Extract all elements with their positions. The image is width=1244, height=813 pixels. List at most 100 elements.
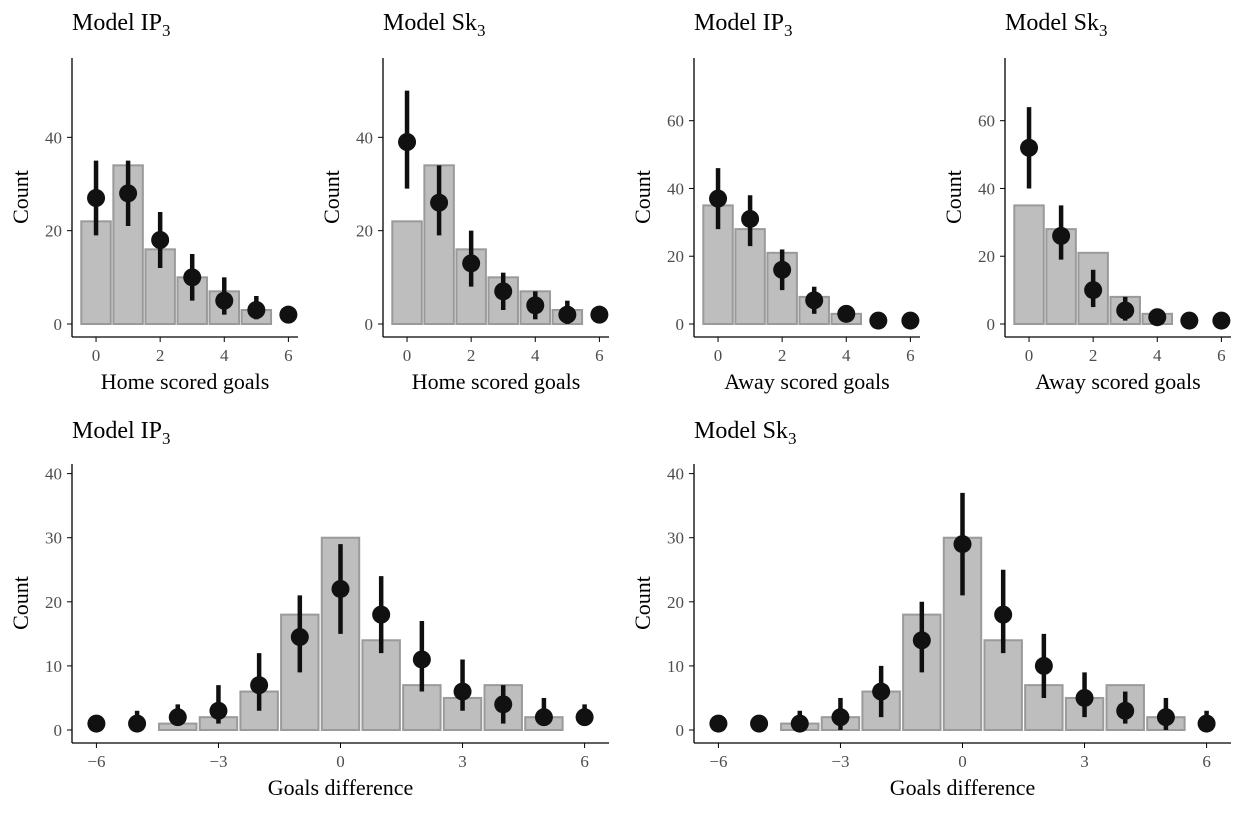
data-point	[790, 714, 809, 733]
y-axis-title: Count	[630, 170, 655, 224]
data-point	[151, 231, 170, 249]
bar	[361, 639, 401, 732]
panel-title-subscript: 3	[162, 21, 171, 40]
data-point	[805, 291, 824, 310]
panel-title-text: Model IP	[72, 418, 162, 444]
x-axis-title: Goals difference	[890, 775, 1036, 800]
panel-title: Model Sk3	[694, 418, 797, 448]
y-tick-label: 60	[667, 112, 684, 131]
y-tick-label: 40	[45, 465, 62, 484]
data-point	[215, 291, 234, 310]
panel-title-text: Model IP	[694, 10, 784, 36]
data-point	[430, 193, 449, 212]
chart-panel-3: Model IP3 0 20 40 60 0 2 4 6 Away scored goals Cou…	[630, 10, 920, 394]
x-tick-label: 6	[595, 346, 604, 365]
y-tick-label: 20	[356, 222, 373, 241]
data-point	[558, 305, 577, 324]
data-point	[209, 701, 228, 720]
x-tick-label: 4	[531, 346, 540, 365]
data-point	[87, 189, 106, 207]
data-point	[526, 296, 545, 315]
data-point	[119, 184, 138, 203]
y-tick-label: 40	[667, 465, 684, 484]
data-point	[1212, 311, 1231, 330]
panel-title: Model IP3	[72, 418, 171, 448]
y-tick-label: 40	[667, 179, 684, 198]
data-point	[590, 305, 609, 324]
y-tick-label: 10	[667, 657, 684, 676]
panel-title: Model Sk3	[383, 10, 486, 40]
data-point	[398, 133, 417, 151]
data-point	[372, 605, 391, 624]
chart-panel-4: Model Sk3 0 20 40 60 0 2 4 6 Away scored goals Cou…	[941, 10, 1231, 394]
data-point	[741, 209, 760, 228]
y-tick-label: 10	[45, 657, 62, 676]
y-axis-title: Count	[319, 170, 344, 224]
y-tick-label: 40	[356, 128, 373, 147]
x-tick-label: 0	[958, 752, 967, 771]
data-point	[128, 714, 147, 733]
data-point	[872, 682, 891, 701]
y-tick-label: 30	[667, 529, 684, 548]
x-tick-label: 4	[842, 346, 851, 365]
data-point	[709, 189, 728, 208]
data-point	[331, 579, 350, 598]
x-tick-label: 6	[284, 346, 293, 365]
data-point	[279, 305, 298, 324]
data-point	[250, 676, 269, 695]
panel-title-text: Model Sk	[694, 418, 788, 444]
x-tick-label: 3	[458, 752, 467, 771]
data-point	[1116, 301, 1135, 320]
data-point	[453, 682, 472, 701]
data-point	[494, 695, 513, 714]
data-point	[1020, 138, 1039, 157]
y-tick-label: 20	[45, 593, 62, 612]
y-tick-label: 20	[978, 247, 995, 266]
data-point	[1148, 308, 1167, 327]
bar	[80, 220, 112, 325]
data-point	[831, 708, 850, 727]
x-axis-title: Away scored goals	[724, 369, 889, 394]
panel-title-subscript: 3	[477, 21, 486, 40]
x-axis-title: Goals difference	[268, 775, 414, 800]
y-axis-title: Count	[941, 170, 966, 224]
data-point	[87, 714, 106, 733]
data-point	[912, 631, 931, 650]
data-point	[1197, 714, 1216, 733]
y-tick-label: 30	[45, 529, 62, 548]
panel-title-subscript: 3	[1099, 21, 1108, 40]
data-point	[575, 708, 594, 727]
y-axis-title: Count	[8, 576, 33, 630]
y-tick-label: 0	[365, 315, 374, 334]
data-point	[750, 714, 769, 733]
panel-title: Model IP3	[694, 10, 793, 40]
y-tick-label: 40	[978, 179, 995, 198]
data-point	[462, 254, 481, 273]
panel-title-text: Model IP	[72, 10, 162, 36]
x-tick-label: 4	[1153, 346, 1162, 365]
x-axis-title: Home scored goals	[412, 369, 581, 394]
data-point	[773, 260, 792, 279]
panel-title-subscript: 3	[784, 21, 793, 40]
x-tick-label: 0	[403, 346, 412, 365]
x-tick-label: 6	[906, 346, 915, 365]
y-tick-label: 20	[667, 593, 684, 612]
y-tick-label: 40	[45, 128, 62, 147]
x-tick-label: 4	[220, 346, 229, 365]
data-point	[1084, 281, 1103, 300]
bar	[391, 220, 423, 325]
x-tick-label: 6	[1202, 752, 1211, 771]
data-point	[290, 628, 309, 647]
panel-title-subscript: 3	[162, 429, 171, 448]
x-tick-label: 2	[1089, 346, 1098, 365]
data-point	[1116, 701, 1135, 720]
data-point	[837, 304, 856, 323]
x-tick-label: 0	[92, 346, 101, 365]
data-point	[534, 708, 553, 727]
y-tick-label: 0	[54, 315, 63, 334]
x-tick-label: 0	[714, 346, 723, 365]
y-tick-label: 20	[45, 222, 62, 241]
x-tick-label: 3	[1080, 752, 1089, 771]
